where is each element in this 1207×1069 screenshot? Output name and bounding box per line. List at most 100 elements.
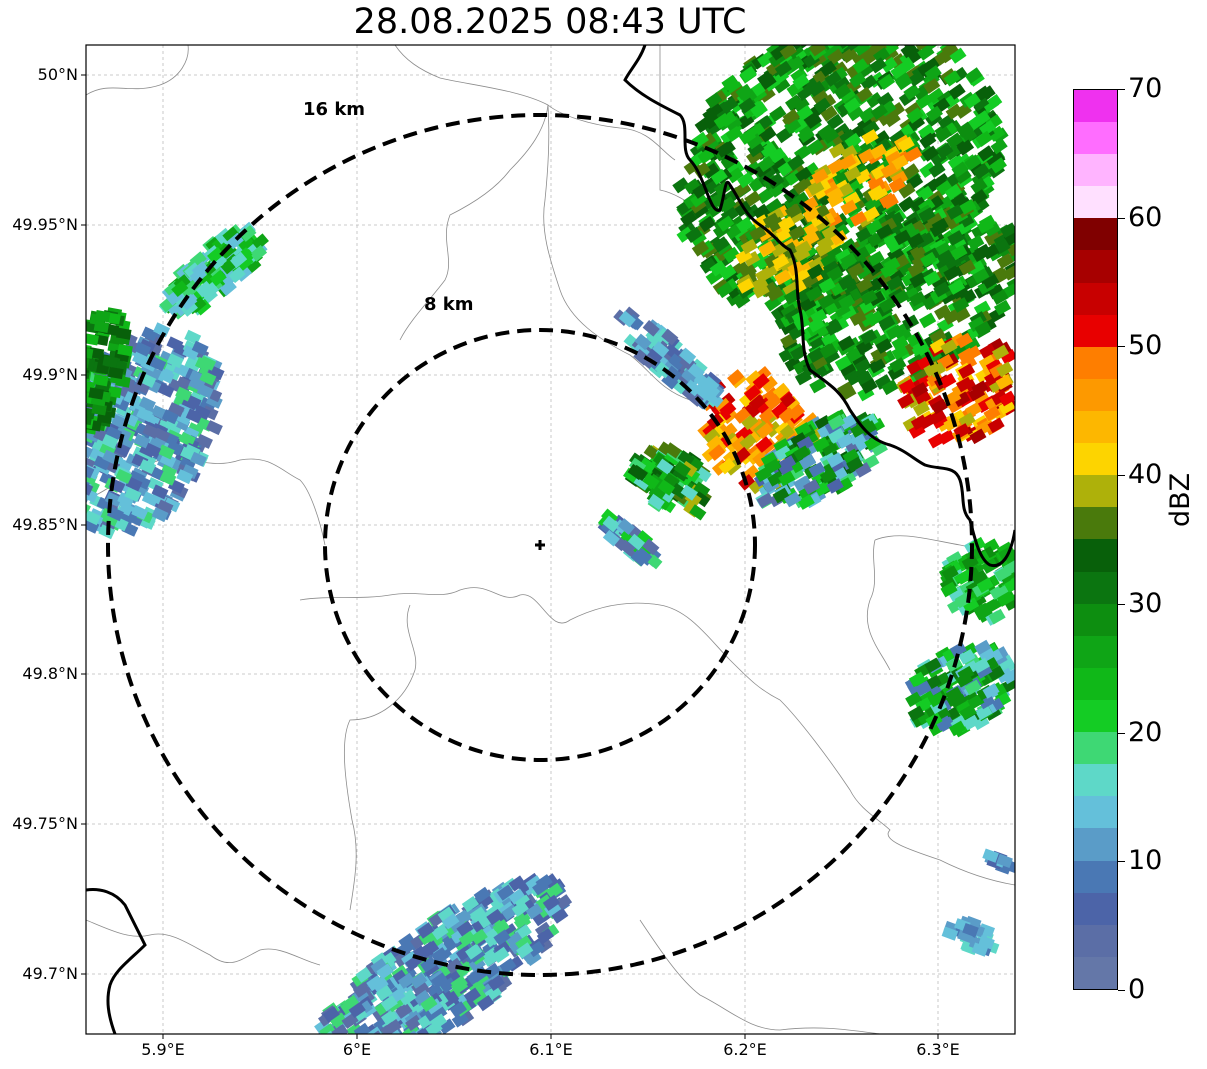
echo-pixel <box>844 16 861 32</box>
echo-pixel <box>970 569 988 586</box>
echo-pixel <box>982 96 1000 113</box>
echo-pixel <box>322 1006 340 1023</box>
echo-pixel <box>817 293 835 310</box>
colorbar-tick-mark <box>1118 217 1125 219</box>
echo-pixel <box>709 260 727 277</box>
echo-pixel <box>492 946 510 964</box>
echo-pixel <box>998 399 1015 415</box>
echo-pixel <box>902 163 920 180</box>
echo-pixel <box>940 339 958 355</box>
echo-pixel <box>445 957 463 975</box>
echo-pixel <box>885 150 903 167</box>
echo-pixel <box>898 378 916 395</box>
echo-pixel <box>968 260 986 277</box>
echo-pixel <box>86 415 87 430</box>
echo-pixel <box>869 57 887 74</box>
echo-pixel <box>963 244 982 260</box>
echo-pixel <box>380 995 398 1012</box>
echo-pixel <box>794 166 813 183</box>
echo-pixel <box>956 121 974 138</box>
echo-pixel <box>866 310 884 327</box>
echo-pixel <box>178 431 196 447</box>
echo-pixel <box>186 422 204 438</box>
colorbar-segment <box>1074 764 1117 797</box>
echo-pixel <box>725 125 743 143</box>
echo-pixel <box>787 403 806 421</box>
echo-pixel <box>843 97 861 114</box>
echo-pixel <box>465 943 483 960</box>
echo-pixel <box>756 422 774 440</box>
echo-pixel <box>159 470 177 486</box>
echo-pixel <box>929 328 947 345</box>
echo-pixel <box>656 458 674 475</box>
echo-pixel <box>339 997 358 1015</box>
echo-pixel <box>133 433 151 449</box>
colorbar-segment <box>1074 89 1117 123</box>
echo-pixel <box>416 1035 433 1051</box>
echo-pixel <box>821 331 839 348</box>
echo-pixel <box>962 714 980 731</box>
echo-pixel <box>184 329 202 345</box>
echo-pixel <box>68 472 85 487</box>
echo-pixel <box>769 105 787 122</box>
echo-pixel <box>458 930 476 948</box>
echo-pixel <box>880 162 898 179</box>
echo-pixel <box>962 597 980 614</box>
echo-pixel <box>551 907 569 924</box>
echo-pixel <box>999 390 1015 407</box>
echo-pixel <box>909 244 927 260</box>
echo-pixel <box>764 393 782 411</box>
echo-pixel <box>166 440 184 456</box>
echo-pixel <box>792 96 810 113</box>
echo-pixel <box>858 20 875 36</box>
echo-pixel <box>898 182 916 199</box>
echo-pixel <box>196 383 214 399</box>
echo-pixel <box>996 361 1014 378</box>
echo-pixel <box>59 433 76 448</box>
colorbar-tick-mark <box>1118 861 1125 863</box>
echo-pixel <box>978 693 996 710</box>
echo-pixel <box>988 608 1006 625</box>
echo-pixel <box>943 309 961 325</box>
echo-pixel <box>70 405 86 417</box>
echo-pixel <box>869 45 887 56</box>
echo-pixel <box>770 156 788 173</box>
range-rings <box>106 113 974 977</box>
echo-pixel <box>239 225 257 242</box>
echo-pixel <box>780 319 798 336</box>
echo-pixel <box>859 420 878 436</box>
echo-pixel <box>86 480 94 496</box>
echo-pixel <box>917 45 935 61</box>
echo-pixel <box>804 112 822 129</box>
echo-pixel <box>782 108 800 125</box>
echo-pixel <box>949 692 967 708</box>
echo-pixel <box>772 253 790 270</box>
echo-pixel <box>141 326 159 342</box>
echo-pixel <box>814 480 832 497</box>
colorbar-segment <box>1074 732 1117 765</box>
echo-pixel <box>809 377 827 394</box>
echo-pixel <box>766 285 784 302</box>
echo-pixel <box>693 491 711 508</box>
echo-pixel <box>771 401 789 419</box>
echo-pixel <box>767 216 785 233</box>
echo-pixel <box>405 1014 423 1032</box>
echo-pixel <box>872 15 889 31</box>
echo-pixel <box>86 412 93 426</box>
echo-pixel <box>821 127 840 144</box>
echo-pixel <box>108 366 124 380</box>
echo-pixel <box>793 445 811 462</box>
echo-pixel <box>1002 668 1015 685</box>
echo-pixel <box>911 342 929 359</box>
echo-pixel <box>469 906 487 923</box>
lon-tick-label: 6.1°E <box>529 1040 573 1059</box>
echo-pixel <box>872 47 891 64</box>
echo-pixel <box>825 23 842 39</box>
echo-pixel <box>848 71 867 89</box>
echo-pixel <box>672 177 690 194</box>
echo-pixel <box>689 230 707 247</box>
echo-pixel <box>68 479 85 494</box>
echo-pixel <box>661 328 679 346</box>
echo-pixel <box>821 180 840 197</box>
echo-pixel <box>961 554 979 571</box>
